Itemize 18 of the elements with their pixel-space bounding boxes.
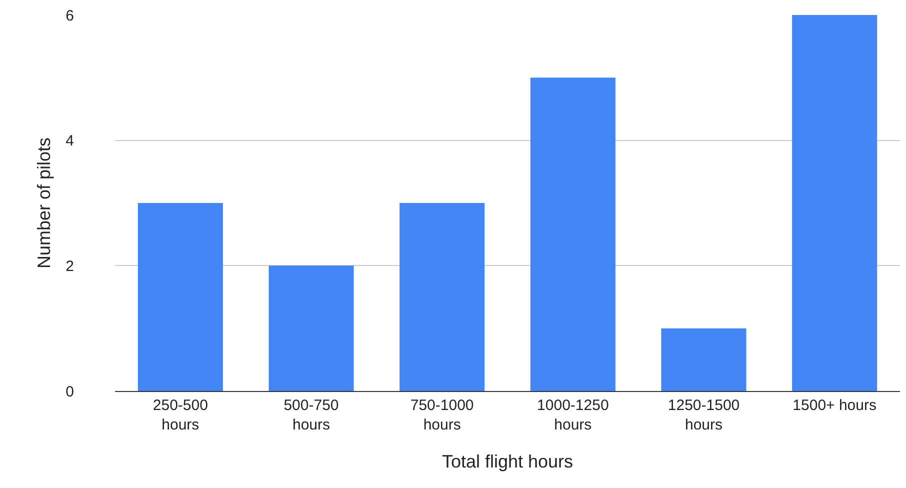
y-tick-label: 2 xyxy=(66,258,74,275)
x-tick-label: 1250-1500 hours xyxy=(668,397,740,434)
x-axis-title: Total flight hours xyxy=(442,452,574,472)
x-tick-label: 250-500 hours xyxy=(152,397,208,434)
bar xyxy=(138,203,223,391)
bar xyxy=(661,328,746,391)
y-tick-label: 4 xyxy=(66,132,74,150)
y-axis-title: Number of pilots xyxy=(34,137,54,269)
bar xyxy=(530,78,616,391)
x-tick-label: 500-750 hours xyxy=(284,397,339,434)
bar xyxy=(268,266,354,391)
bar xyxy=(792,15,878,391)
bar xyxy=(400,203,485,391)
y-tick-label: 0 xyxy=(66,383,74,400)
x-tick-label: 1500+ hours xyxy=(792,397,876,414)
y-tick-label: 6 xyxy=(66,7,74,24)
x-tick-label: 750-1000 hours xyxy=(410,397,474,434)
x-tick-label: 1000-1250 hours xyxy=(537,397,609,434)
